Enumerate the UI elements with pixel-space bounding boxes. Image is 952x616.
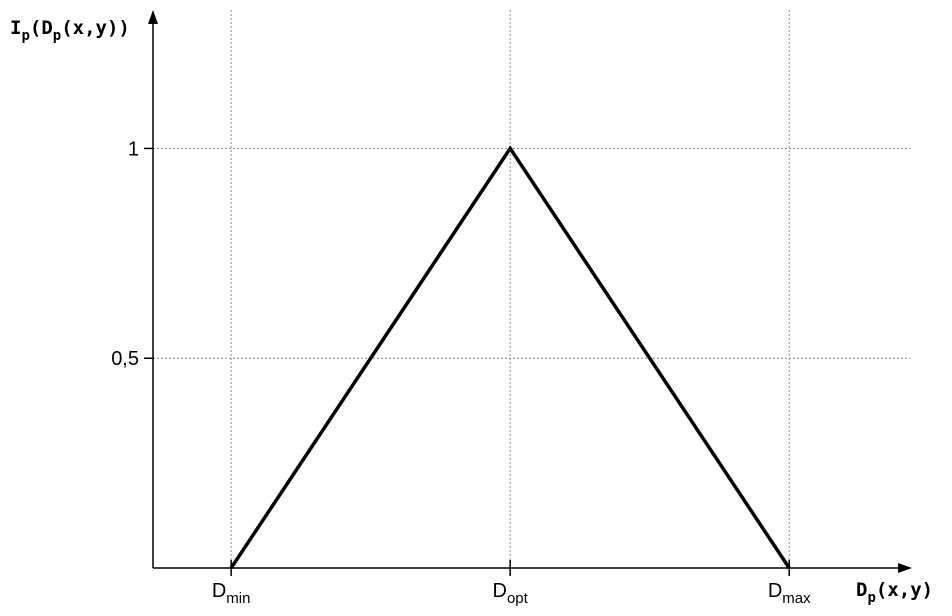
axes [148, 10, 912, 573]
y-tick-label: 0,5 [111, 348, 139, 370]
x-title-main: D [856, 579, 867, 601]
x-title-rest: (x,y) [876, 579, 933, 601]
x-tick-label: Dmax [768, 580, 811, 607]
y-title-open: ( [30, 17, 41, 39]
series-line-membership [229, 145, 791, 569]
y-title-inner-main: D [41, 17, 52, 39]
x-tick-label: Dopt [493, 580, 529, 607]
x-tick-base: D [212, 580, 226, 602]
y-tick-label: 1 [128, 138, 139, 160]
y-axis-title: Ip(Dp(x,y)) [10, 17, 130, 44]
y-title-close: (x,y)) [61, 17, 130, 39]
y-axis-arrow [148, 10, 158, 24]
x-tick-sub: max [782, 590, 811, 607]
x-tick-base: D [493, 580, 507, 602]
x-title-sub: p [867, 590, 875, 606]
x-axis-arrow [898, 563, 912, 573]
series [229, 145, 791, 569]
y-title-sub: p [21, 28, 29, 44]
x-tick-sub: min [226, 590, 250, 607]
x-tick-label: Dmin [212, 580, 251, 607]
x-axis-title: Dp(x,y) [856, 579, 933, 606]
y-title-inner-sub: p [53, 28, 61, 44]
y-title-main: I [10, 17, 21, 39]
x-tick-sub: opt [507, 590, 529, 607]
x-tick-base: D [768, 580, 782, 602]
grid [153, 10, 910, 568]
